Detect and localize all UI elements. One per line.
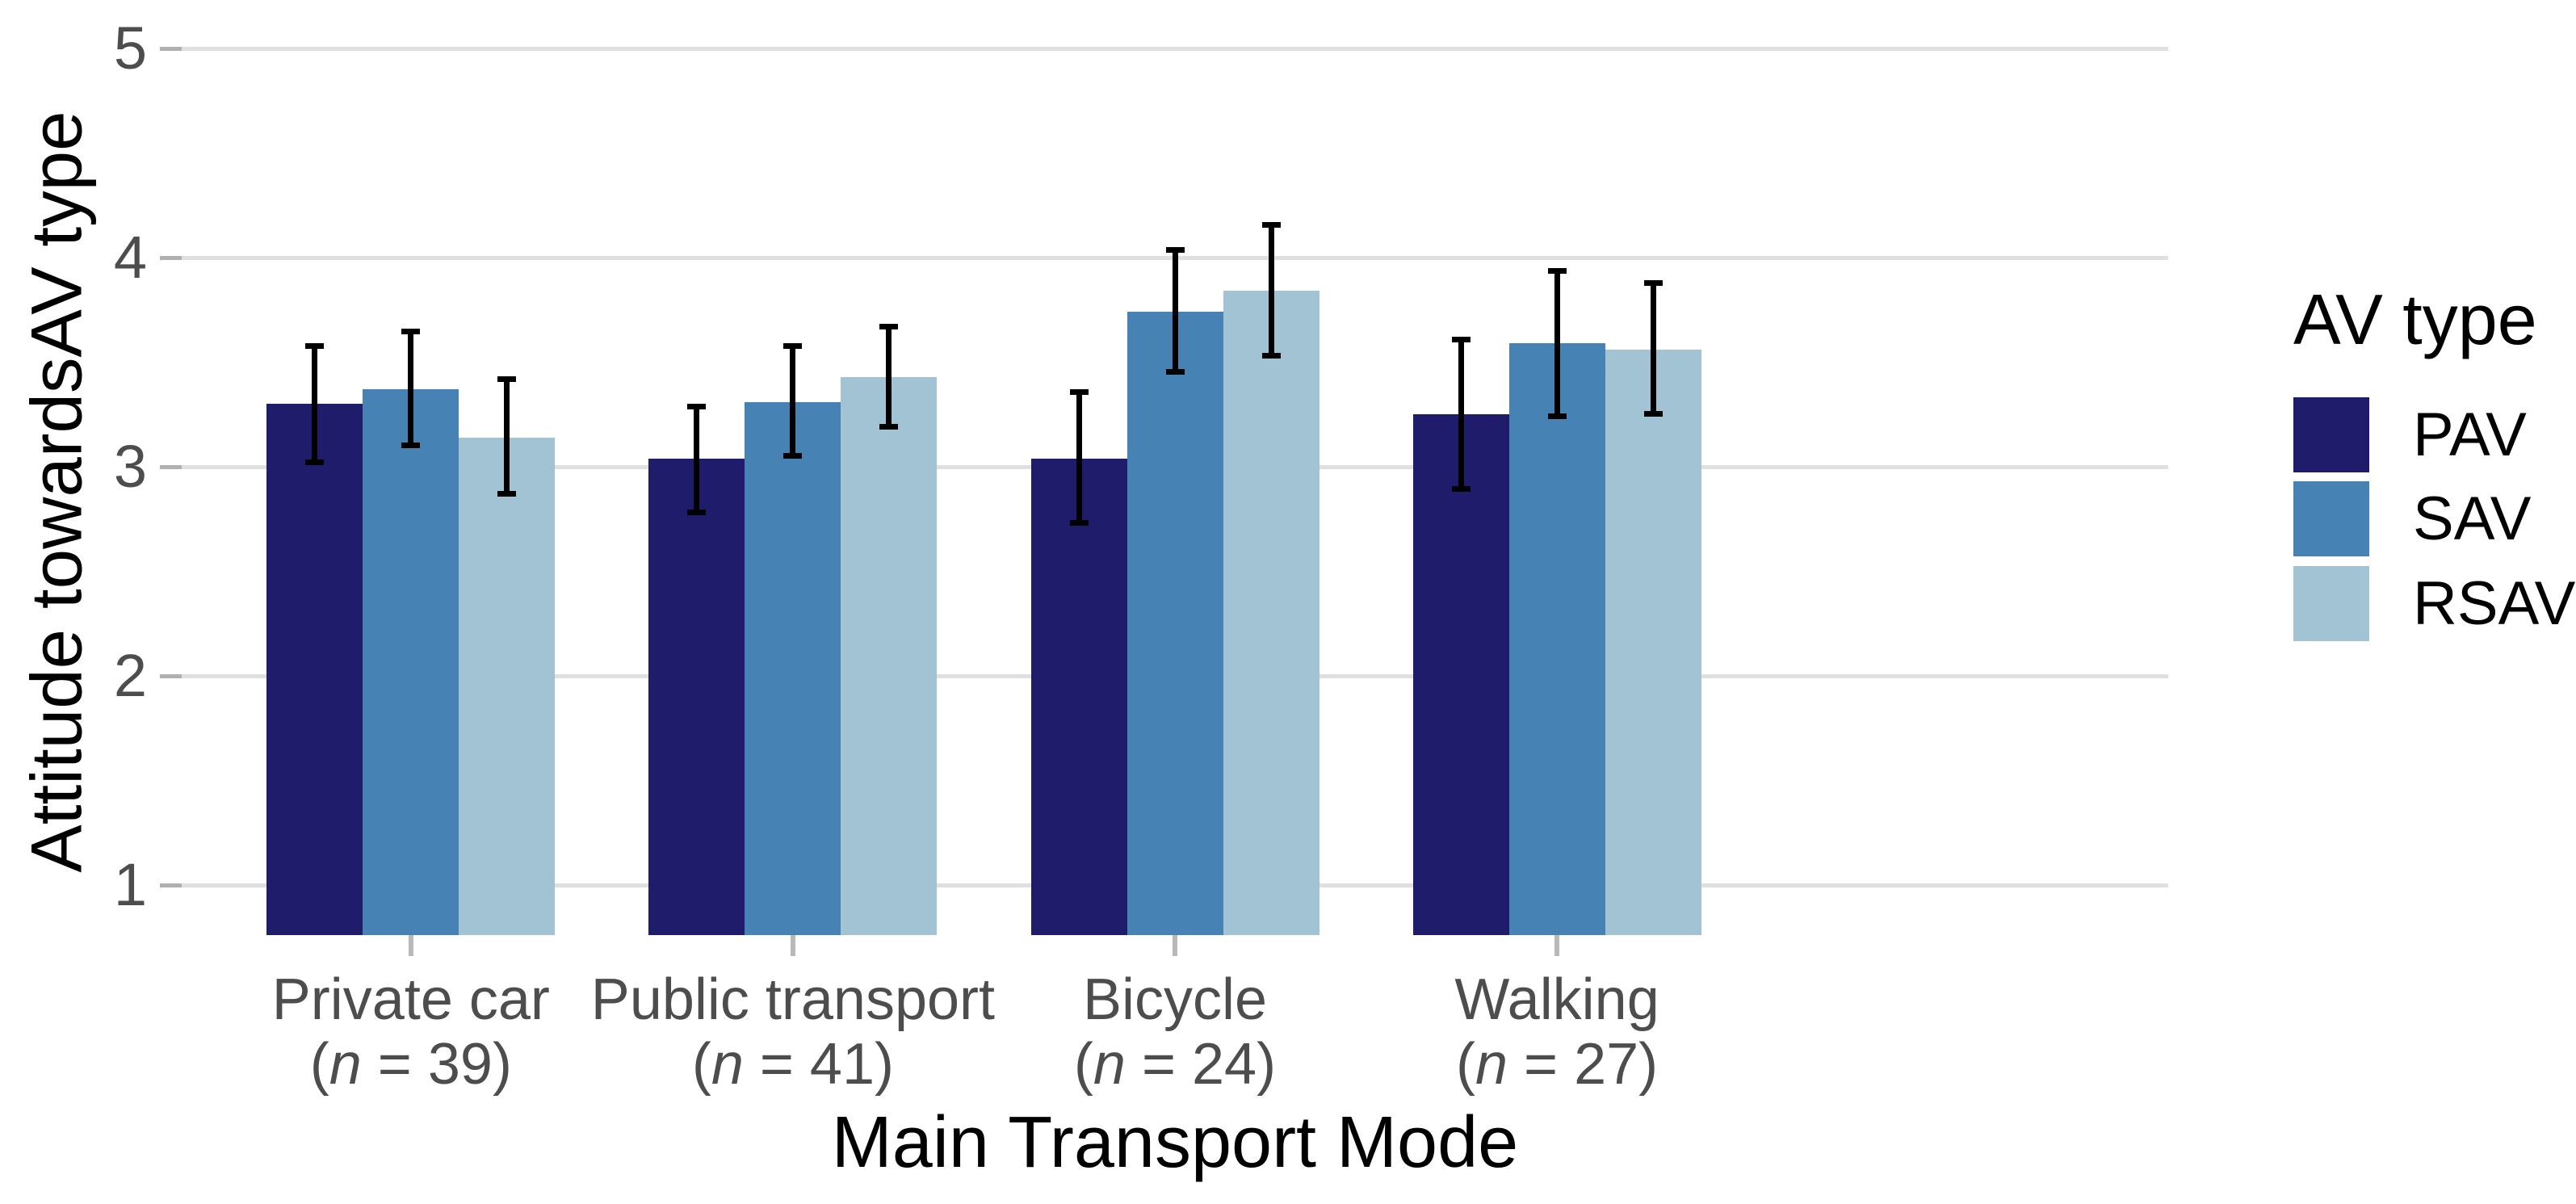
bar-rsav-private-car [459, 437, 556, 935]
bar-pav-bicycle [1030, 458, 1127, 935]
error-bar-line [886, 326, 892, 427]
category-name: Public transport [590, 967, 996, 1032]
error-bar-cap-top [305, 342, 325, 349]
error-bar-cap-bottom [401, 443, 421, 449]
x-category-label-private-car: Private car (n = 39) [185, 967, 637, 1097]
x-axis-tick-2 [790, 935, 795, 956]
error-bar-line [1172, 249, 1178, 373]
x-axis-tick-4 [1554, 935, 1560, 956]
error-bar-line [1458, 339, 1464, 490]
error-bar-cap-bottom [879, 423, 899, 430]
error-bar-cap-top [401, 328, 421, 334]
bar-rsav-bicycle [1223, 291, 1319, 935]
bar-pav-public-transport [648, 458, 745, 935]
error-bar-cap-top [783, 342, 803, 349]
pav-color-swatch [2293, 397, 2369, 472]
sav-color-swatch [2293, 481, 2369, 556]
error-bar-cap-bottom [1261, 352, 1281, 359]
y-axis-tick-4 [160, 256, 182, 260]
bar-rsav-public-transport [841, 376, 938, 935]
error-bar-cap-top [1451, 337, 1471, 342]
error-bar-line [1268, 224, 1274, 356]
bar-pav-walking [1412, 414, 1509, 935]
error-bar-cap-top [497, 376, 517, 383]
error-bar-cap-bottom [687, 509, 707, 515]
error-bar-cap-bottom [1069, 519, 1089, 526]
y-axis-tick-label-1: 1 [113, 851, 147, 918]
error-bar-line [694, 405, 700, 513]
category-sample-size: (n = 39) [309, 1032, 512, 1097]
legend-item-pav: PAV [2293, 397, 2527, 472]
error-bar-cap-bottom [305, 459, 325, 465]
x-axis-title: Main Transport Mode [831, 1102, 1519, 1183]
y-axis-tick-label-4: 4 [113, 224, 147, 291]
category-sample-size: (n = 24) [1073, 1032, 1277, 1097]
x-axis-tick-3 [1173, 935, 1177, 956]
error-bar-line [1554, 270, 1560, 417]
category-name: Private car [271, 967, 550, 1032]
error-bar-line [1076, 391, 1082, 523]
y-axis-tick-5 [160, 47, 182, 51]
x-axis-tick-1 [408, 935, 413, 956]
x-category-label-public-transport: Public transport (n = 41) [567, 967, 1019, 1097]
error-bar-cap-bottom [783, 453, 803, 459]
legend-label-pav: PAV [2413, 401, 2527, 469]
y-axis-tick-1 [160, 883, 182, 887]
y-axis-tick-3 [160, 465, 182, 469]
error-bar-line [312, 345, 318, 463]
category-name: Bicycle [1082, 967, 1268, 1032]
bar-rsav-walking [1605, 349, 1701, 935]
category-name: Walking [1454, 967, 1659, 1032]
legend-item-rsav: RSAV [2293, 566, 2575, 641]
category-sample-size: (n = 41) [691, 1032, 894, 1097]
x-category-label-walking: Walking (n = 27) [1331, 967, 1783, 1097]
bar-sav-walking [1508, 343, 1605, 935]
y-axis-tick-label-2: 2 [113, 642, 147, 709]
error-bar-line [1650, 283, 1656, 415]
error-bar-cap-top [1547, 267, 1567, 274]
y-axis-tick-label-3: 3 [113, 433, 147, 500]
error-bar-cap-top [1643, 280, 1663, 287]
error-bar-cap-top [879, 324, 899, 330]
category-sample-size: (n = 27) [1455, 1032, 1659, 1097]
y-axis-tick-label-5: 5 [113, 15, 147, 82]
error-bar-cap-bottom [1643, 411, 1663, 417]
error-bar-cap-top [1261, 221, 1281, 228]
error-bar-cap-bottom [497, 490, 517, 497]
bar-pav-private-car [266, 404, 363, 935]
legend-title: AV type [2293, 279, 2537, 359]
y-axis-tick-2 [160, 674, 182, 678]
bar-sav-public-transport [745, 401, 841, 935]
error-bar-cap-bottom [1547, 413, 1567, 419]
error-bar-cap-bottom [1451, 486, 1471, 493]
gridline-y-5 [182, 47, 2168, 51]
legend-label-sav: SAV [2413, 485, 2532, 553]
legend-item-sav: SAV [2293, 481, 2531, 556]
error-bar-line [790, 345, 796, 457]
error-bar-cap-top [687, 403, 707, 409]
legend-label-rsav: RSAV [2413, 569, 2576, 638]
error-bar-cap-top [1069, 388, 1089, 395]
bar-sav-bicycle [1126, 312, 1223, 935]
rsav-color-swatch [2293, 566, 2369, 641]
x-category-label-bicycle: Bicycle (n = 24) [949, 967, 1401, 1097]
error-bar-line [504, 379, 510, 494]
error-bar-cap-top [1165, 246, 1185, 253]
error-bar-line [408, 330, 414, 447]
bar-sav-private-car [363, 389, 459, 935]
error-bar-cap-bottom [1165, 369, 1185, 375]
